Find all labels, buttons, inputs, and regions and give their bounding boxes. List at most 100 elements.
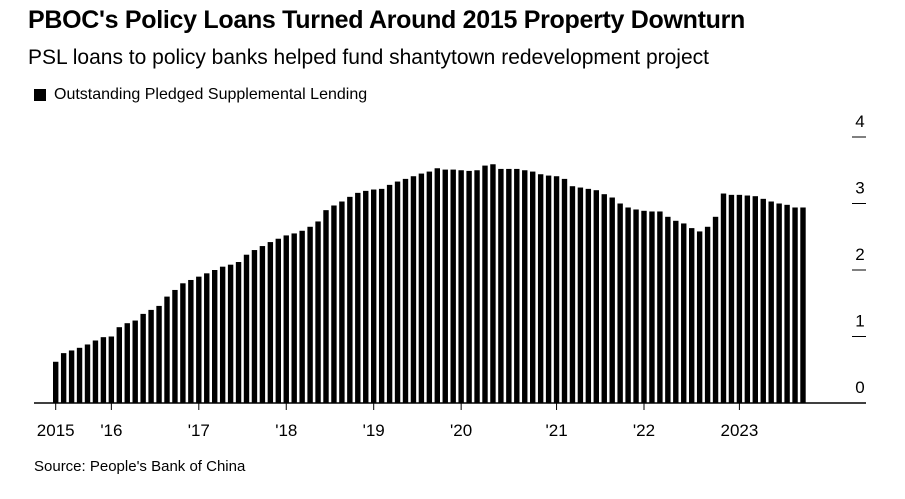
bar [418, 173, 425, 403]
bar [299, 230, 305, 403]
bar [323, 210, 329, 403]
y-tick-label: 1 [855, 312, 864, 331]
y-tick-label: 4 [855, 112, 864, 131]
bar [784, 204, 790, 403]
bar [116, 327, 122, 403]
bar [665, 216, 671, 403]
legend-swatch [34, 89, 46, 101]
bar [633, 209, 639, 403]
bar [251, 250, 258, 403]
bar [696, 231, 703, 403]
bar [514, 168, 520, 403]
x-tick-label: '18 [275, 421, 297, 440]
bar [617, 203, 623, 403]
x-tick-label: 2023 [720, 421, 758, 440]
bar [291, 233, 297, 403]
bar [402, 178, 409, 403]
bar [585, 188, 592, 403]
bar [609, 197, 615, 403]
bar [124, 323, 130, 403]
y-tick-label: 0 [855, 378, 864, 397]
x-tick-label: '21 [546, 421, 568, 440]
bar [84, 344, 91, 403]
bar [800, 207, 806, 403]
bar [92, 340, 99, 403]
bar [458, 170, 464, 403]
bar [68, 350, 75, 403]
bar [331, 205, 337, 403]
bar [728, 194, 735, 403]
bar [259, 246, 266, 403]
legend-label: Outstanding Pledged Supplemental Lending [54, 86, 368, 103]
bar [474, 170, 480, 403]
y-tick-label: 3 [855, 179, 864, 198]
bar [752, 196, 758, 403]
bar [426, 171, 433, 403]
bar [760, 198, 766, 403]
bar [108, 336, 115, 403]
bar [53, 361, 59, 403]
bar [482, 165, 488, 403]
x-tick-label: '19 [363, 421, 385, 440]
chart-subtitle: PSL loans to policy banks helped fund sh… [28, 46, 709, 69]
bar [704, 226, 711, 403]
bar [100, 337, 107, 403]
bar [378, 188, 385, 403]
bar [641, 210, 647, 403]
bar [466, 170, 472, 403]
bar [219, 266, 226, 403]
bar [434, 168, 440, 403]
bar [148, 309, 154, 403]
bar [498, 168, 504, 403]
bar [506, 168, 512, 403]
bar [132, 320, 138, 403]
bar [204, 273, 210, 403]
bar [522, 170, 528, 403]
bar [450, 169, 456, 403]
bar [768, 201, 774, 403]
bar [736, 194, 743, 403]
bar [283, 235, 289, 403]
bar [561, 178, 568, 403]
bar [212, 270, 218, 403]
bar [490, 164, 496, 403]
x-tick-label: '20 [450, 421, 472, 440]
bar [371, 189, 377, 403]
bar [720, 193, 727, 403]
bar [243, 254, 250, 403]
bar [712, 216, 719, 403]
bar [569, 186, 576, 403]
bar [681, 223, 687, 403]
bar [657, 211, 663, 403]
bar [386, 184, 393, 403]
bar [164, 296, 170, 403]
bar [267, 242, 274, 403]
bar [140, 313, 146, 403]
bar [315, 221, 321, 403]
bar [307, 226, 313, 403]
bar [347, 196, 353, 403]
bar [60, 353, 67, 404]
bar [744, 195, 751, 403]
bar [553, 176, 560, 403]
bar [673, 220, 679, 403]
x-tick-label: '16 [100, 421, 122, 440]
bar [235, 262, 242, 403]
bar [792, 207, 798, 403]
bar [689, 228, 695, 403]
bar [410, 176, 417, 403]
bar [76, 347, 83, 404]
x-tick-label: '17 [188, 421, 210, 440]
bar [180, 283, 186, 403]
source-note: Source: People's Bank of China [34, 458, 246, 475]
bar [545, 175, 552, 403]
bar [625, 207, 631, 403]
y-tick-label: 2 [855, 245, 864, 264]
bar [537, 174, 544, 403]
bar [275, 238, 281, 403]
bar [394, 181, 401, 403]
bar [196, 276, 202, 403]
bar [156, 305, 162, 403]
bar [172, 289, 178, 403]
